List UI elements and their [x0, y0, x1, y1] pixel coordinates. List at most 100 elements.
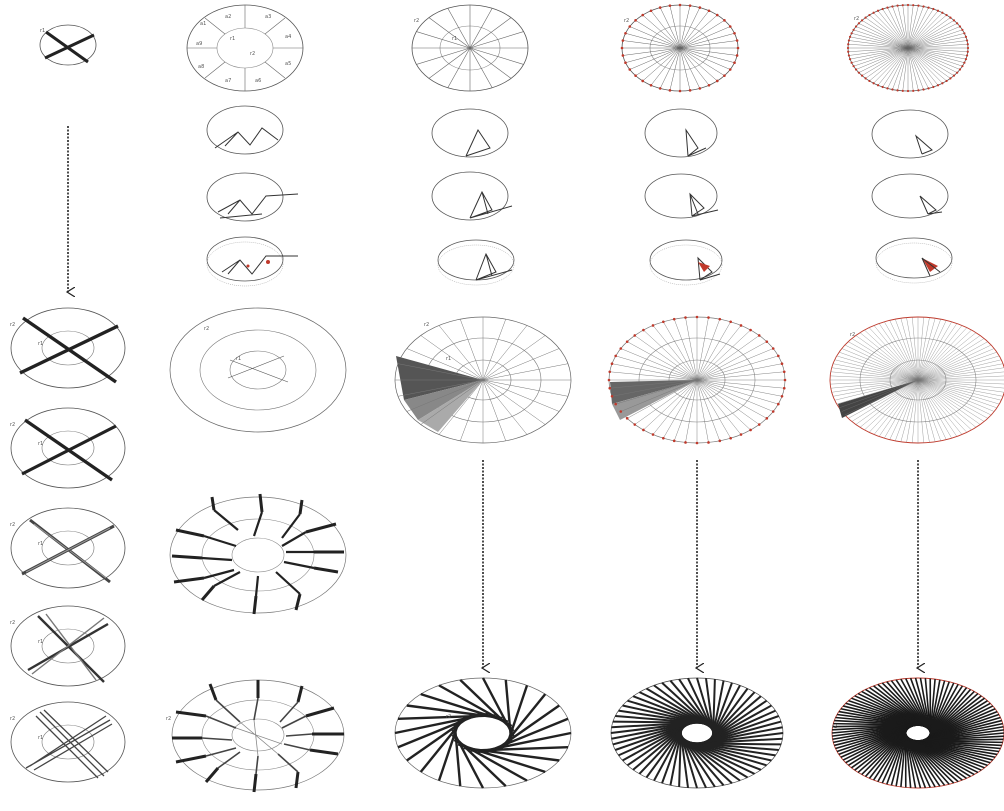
spoke — [635, 47, 681, 76]
node — [707, 83, 711, 87]
svg-text:a9: a9 — [196, 41, 202, 47]
member — [453, 725, 462, 787]
node — [891, 5, 894, 8]
spoke — [469, 31, 524, 49]
spoke — [907, 36, 966, 49]
member — [485, 717, 569, 754]
node — [757, 334, 761, 337]
spoke — [650, 47, 681, 86]
spoke — [834, 379, 919, 401]
node — [854, 68, 858, 71]
node — [718, 317, 722, 321]
spoke — [855, 26, 909, 49]
spoke — [907, 47, 968, 56]
spoke — [855, 335, 919, 381]
spoke — [917, 379, 981, 425]
spoke — [627, 379, 698, 419]
spoke — [859, 332, 919, 381]
member — [437, 720, 461, 782]
spoke — [917, 367, 1004, 381]
node — [736, 46, 740, 50]
node — [906, 89, 910, 93]
node — [642, 428, 645, 432]
svg-text:r1: r1 — [446, 356, 451, 362]
spoke — [696, 329, 751, 381]
node — [771, 347, 775, 350]
node — [963, 61, 966, 64]
node — [922, 5, 925, 8]
spoke — [882, 8, 909, 49]
svg-text:r2: r2 — [414, 18, 419, 24]
svg-text:a3: a3 — [265, 14, 271, 20]
spoke — [917, 351, 997, 381]
spoke — [659, 47, 681, 89]
node — [658, 87, 662, 90]
node — [901, 4, 904, 7]
node — [608, 370, 612, 374]
spoke — [873, 47, 909, 84]
spoke — [859, 379, 919, 428]
spoke — [907, 47, 929, 89]
spoke — [907, 47, 951, 79]
node — [941, 82, 944, 85]
svg-text:r2: r2 — [204, 326, 209, 332]
spoke — [868, 379, 919, 433]
spoke — [907, 29, 963, 49]
node — [850, 32, 853, 35]
spoke — [696, 379, 751, 431]
spoke — [882, 47, 909, 88]
node — [872, 11, 875, 14]
svg-text:r2: r2 — [10, 620, 15, 626]
col3-final-disc: r2 — [394, 677, 572, 789]
spoke — [696, 379, 767, 419]
spoke — [615, 355, 698, 381]
node — [658, 6, 662, 9]
spoke — [696, 379, 731, 439]
spoke — [679, 7, 701, 49]
node — [771, 410, 775, 413]
node — [958, 68, 962, 71]
spoke — [615, 379, 698, 405]
spoke — [895, 319, 919, 381]
node — [846, 46, 850, 50]
spoke — [887, 47, 909, 89]
node — [651, 324, 655, 327]
spoke — [917, 348, 995, 381]
spoke — [917, 318, 936, 381]
node — [876, 9, 880, 12]
spoke — [848, 47, 909, 52]
node — [641, 79, 645, 83]
spoke — [917, 379, 1000, 405]
node — [607, 378, 611, 382]
svg-text:r2: r2 — [850, 332, 855, 338]
node — [958, 25, 962, 28]
node — [932, 7, 935, 11]
member — [679, 730, 698, 789]
spoke — [679, 47, 710, 86]
spoke — [892, 47, 909, 90]
node — [610, 362, 614, 365]
svg-text:r2: r2 — [832, 724, 837, 730]
spoke — [482, 325, 528, 381]
node — [614, 402, 617, 406]
node — [729, 436, 732, 440]
spoke — [669, 47, 681, 91]
spoke — [696, 319, 720, 381]
node — [621, 39, 625, 42]
spoke — [629, 47, 681, 70]
col5-disc-stage1: r2 — [829, 316, 1004, 444]
node — [729, 320, 732, 324]
spoke — [912, 379, 919, 443]
svg-text:r2: r2 — [10, 522, 15, 528]
spoke — [917, 379, 988, 419]
node — [872, 82, 875, 85]
spoke — [865, 47, 909, 79]
node — [783, 378, 787, 382]
node — [707, 441, 710, 444]
spoke — [907, 23, 958, 49]
spoke — [907, 47, 934, 88]
spoke — [906, 317, 919, 381]
spoke — [851, 338, 919, 381]
node — [749, 328, 752, 332]
member — [695, 726, 783, 745]
